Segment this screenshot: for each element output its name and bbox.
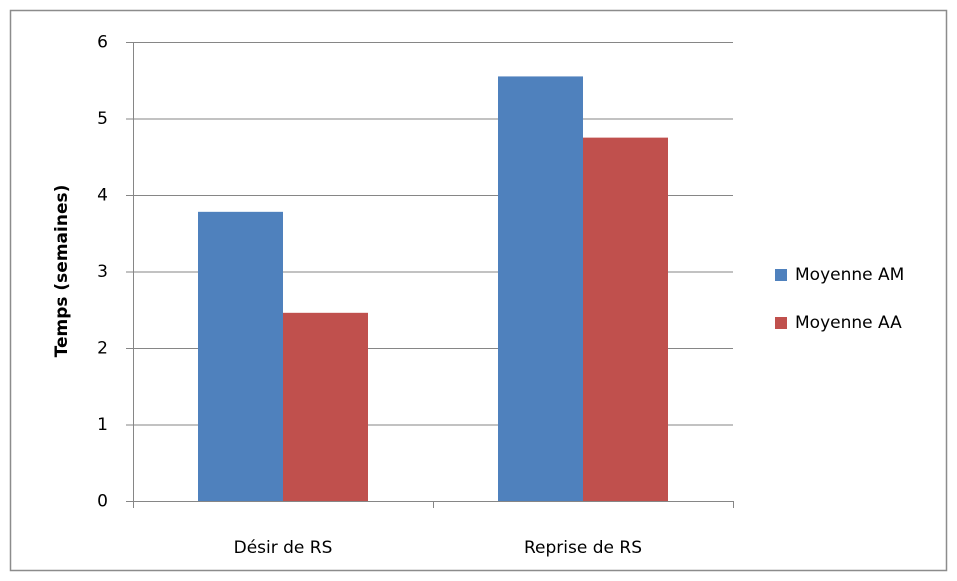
x-tick-label: Désir de RS <box>234 538 333 558</box>
legend-label: Moyenne AA <box>795 313 902 333</box>
y-tick-label: 5 <box>97 109 108 129</box>
legend-swatch <box>775 317 787 329</box>
bar <box>283 312 368 501</box>
x-tick-label: Reprise de RS <box>524 538 642 558</box>
legend-label: Moyenne AM <box>795 265 904 285</box>
bar <box>583 137 668 501</box>
bar <box>198 211 283 501</box>
y-tick-label: 6 <box>97 33 108 53</box>
y-tick-label: 0 <box>97 492 108 512</box>
y-tick-label: 2 <box>97 339 108 359</box>
y-tick-label: 4 <box>97 186 108 206</box>
legend-swatch <box>775 269 787 281</box>
y-tick-label: 3 <box>97 262 108 282</box>
chart-frame <box>9 9 948 572</box>
bar <box>498 76 583 502</box>
y-axis-label: Temps (semaines) <box>52 185 72 358</box>
y-tick-label: 1 <box>97 415 108 435</box>
